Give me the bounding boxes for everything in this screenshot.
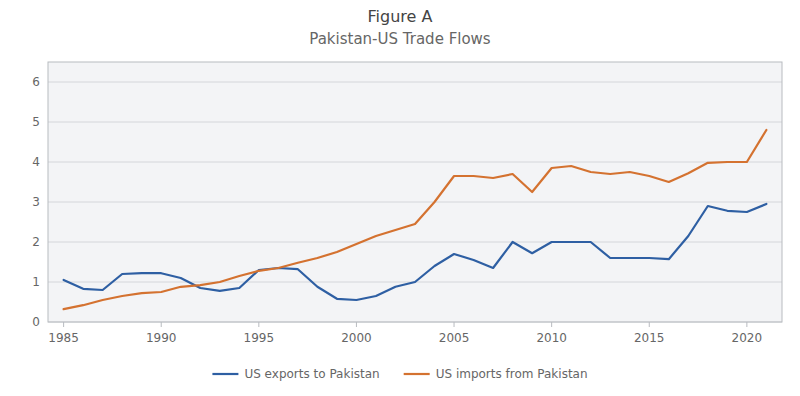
x-tick-label: 2005 xyxy=(439,331,470,345)
x-tick xyxy=(746,322,747,327)
x-tick-label: 1995 xyxy=(244,331,275,345)
x-tick xyxy=(356,322,357,327)
chart-svg: Figure A Pakistan-US Trade Flows 0 1 2 3 4 5 6 19… xyxy=(0,0,800,396)
y-tick-label: 6 xyxy=(32,75,40,89)
series-lines xyxy=(64,130,767,309)
series-line xyxy=(64,204,767,300)
legend-swatch xyxy=(404,373,430,375)
plot-background xyxy=(48,62,782,322)
x-tick xyxy=(454,322,455,327)
x-tick xyxy=(258,322,259,327)
y-tick-label: 4 xyxy=(32,155,40,169)
series-line xyxy=(64,130,767,309)
y-tick-label: 3 xyxy=(32,195,40,209)
x-tick-label: 2015 xyxy=(634,331,665,345)
x-tick-label: 2010 xyxy=(536,331,567,345)
x-tick xyxy=(649,322,650,327)
grid-line xyxy=(48,202,782,203)
y-tick-label: 5 xyxy=(32,115,40,129)
plot-frame xyxy=(48,62,782,322)
y-grid xyxy=(48,82,782,322)
x-tick xyxy=(63,322,64,327)
y-tick-label: 2 xyxy=(32,235,40,249)
x-tick-label: 1990 xyxy=(146,331,177,345)
chart-container: Figure A Pakistan-US Trade Flows 0 1 2 3 4 5 6 19… xyxy=(0,0,800,396)
x-tick xyxy=(551,322,552,327)
legend: US exports to Pakistan US imports from Pa… xyxy=(212,367,587,381)
x-tick-label: 2000 xyxy=(341,331,372,345)
legend-label: US imports from Pakistan xyxy=(436,367,588,381)
subtitle: Pakistan-US Trade Flows xyxy=(309,30,491,48)
x-tick xyxy=(161,322,162,327)
grid-line xyxy=(48,242,782,243)
legend-swatch xyxy=(212,373,238,375)
grid-line xyxy=(48,162,782,163)
x-tick-label: 2020 xyxy=(732,331,763,345)
grid-line xyxy=(48,122,782,123)
x-tick-label: 1985 xyxy=(48,331,79,345)
y-tick-label: 1 xyxy=(32,275,40,289)
legend-label: US exports to Pakistan xyxy=(244,367,379,381)
y-tick-label: 0 xyxy=(32,315,40,329)
title: Figure A xyxy=(368,7,433,26)
grid-line xyxy=(48,82,782,83)
